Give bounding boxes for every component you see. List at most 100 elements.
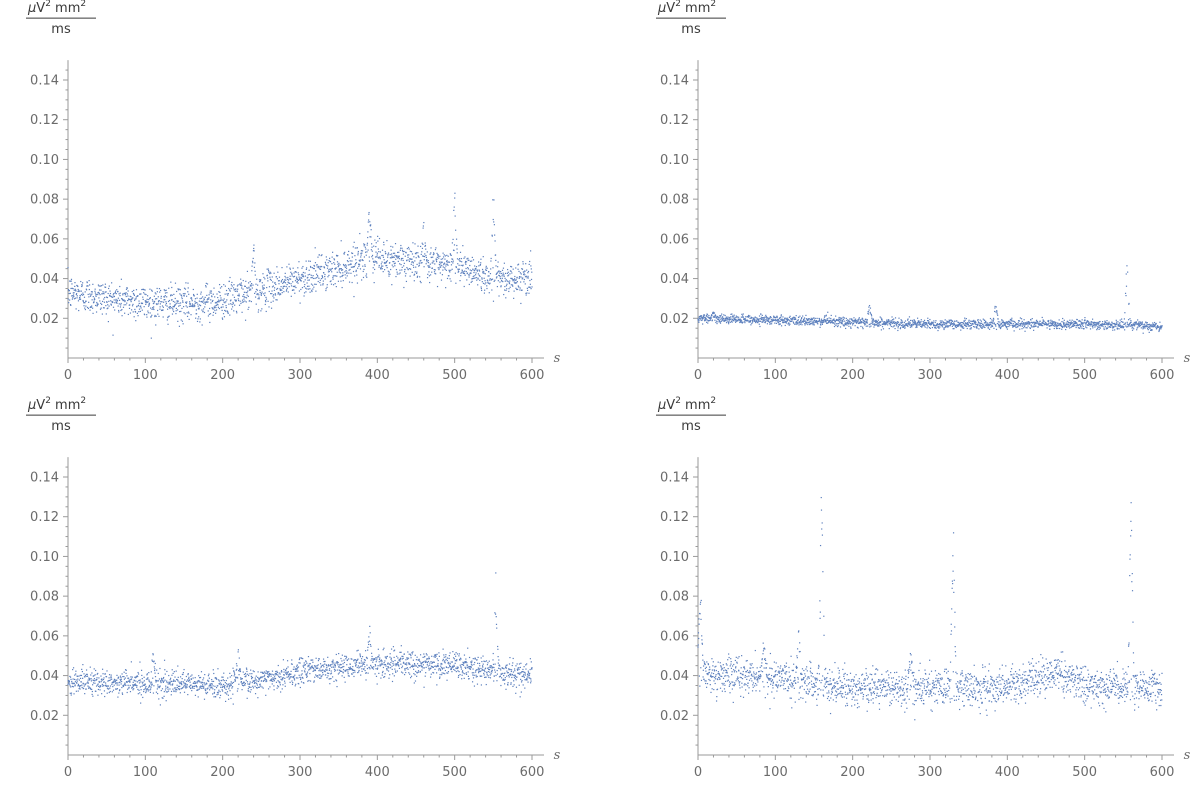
data-point xyxy=(82,677,84,679)
data-point xyxy=(1020,323,1022,325)
data-point xyxy=(241,285,243,287)
data-point xyxy=(994,323,997,326)
data-point xyxy=(299,279,301,281)
data-point xyxy=(358,259,360,262)
data-point xyxy=(764,316,766,318)
data-point xyxy=(1096,327,1099,330)
data-point xyxy=(148,302,151,304)
data-point xyxy=(769,323,771,325)
data-point xyxy=(178,325,181,327)
data-point xyxy=(92,307,94,309)
data-point xyxy=(879,316,881,318)
data-point xyxy=(856,321,858,323)
data-point xyxy=(802,321,804,323)
data-point xyxy=(137,304,140,306)
data-point xyxy=(251,270,253,272)
data-point xyxy=(913,322,916,324)
data-point xyxy=(988,325,990,327)
data-point xyxy=(511,277,513,280)
data-point xyxy=(999,326,1001,328)
data-point xyxy=(120,676,122,679)
data-point xyxy=(140,293,142,295)
data-point xyxy=(243,296,245,298)
data-point xyxy=(1060,325,1063,327)
data-point xyxy=(100,685,102,687)
data-point xyxy=(134,311,137,313)
data-point xyxy=(217,685,219,687)
data-point xyxy=(918,320,920,322)
data-point xyxy=(429,274,432,276)
data-point xyxy=(244,319,247,321)
data-point xyxy=(1033,321,1035,323)
data-point xyxy=(284,275,286,278)
data-point xyxy=(957,325,959,327)
data-point xyxy=(827,322,830,324)
data-point xyxy=(109,685,112,687)
data-point xyxy=(280,286,282,288)
data-point xyxy=(143,680,145,682)
data-point xyxy=(195,302,197,304)
data-point xyxy=(364,265,366,267)
data-point xyxy=(946,325,948,327)
data-point xyxy=(392,246,394,248)
data-point xyxy=(81,668,83,670)
data-point xyxy=(904,326,906,328)
data-point xyxy=(161,697,163,699)
data-point xyxy=(131,305,134,307)
data-point xyxy=(946,326,948,328)
data-point xyxy=(435,247,437,249)
data-point xyxy=(972,325,975,328)
data-point xyxy=(313,264,315,267)
data-point xyxy=(196,297,198,299)
data-point xyxy=(794,317,797,319)
data-point xyxy=(442,269,444,271)
data-point xyxy=(1109,325,1111,328)
data-point xyxy=(390,245,392,248)
data-point xyxy=(263,287,265,289)
data-point xyxy=(222,679,224,681)
data-point xyxy=(106,301,108,304)
data-point xyxy=(354,275,356,277)
data-point xyxy=(738,319,741,321)
data-point xyxy=(224,293,226,295)
data-point xyxy=(864,320,866,322)
data-point xyxy=(180,688,182,690)
data-point xyxy=(157,686,159,688)
data-point xyxy=(863,320,865,322)
data-point xyxy=(909,326,911,328)
data-point xyxy=(222,676,224,678)
data-point xyxy=(197,318,199,320)
data-point xyxy=(227,294,229,296)
data-point xyxy=(121,315,123,317)
data-point xyxy=(877,324,880,326)
data-point xyxy=(1012,325,1014,327)
data-point xyxy=(451,261,453,263)
data-point xyxy=(187,311,190,313)
data-point xyxy=(191,298,193,300)
data-point xyxy=(331,271,333,273)
data-point xyxy=(67,683,69,686)
data-point xyxy=(1023,319,1025,321)
data-point xyxy=(884,322,887,324)
data-point xyxy=(235,310,238,313)
data-point xyxy=(768,321,771,323)
data-point xyxy=(313,267,315,270)
data-point xyxy=(78,684,80,687)
data-point xyxy=(88,284,91,286)
data-point xyxy=(237,677,239,679)
data-point xyxy=(80,290,82,292)
data-point xyxy=(331,267,333,270)
data-point xyxy=(1050,321,1052,323)
data-point xyxy=(787,318,789,320)
data-point xyxy=(1046,327,1048,329)
data-point xyxy=(431,267,434,269)
data-point xyxy=(464,262,466,264)
data-point xyxy=(335,275,337,277)
data-point xyxy=(359,259,361,261)
data-point xyxy=(370,224,372,226)
data-point xyxy=(476,269,478,271)
data-point xyxy=(261,291,263,293)
data-point xyxy=(215,678,217,680)
data-point xyxy=(172,305,174,308)
data-point xyxy=(504,280,506,282)
